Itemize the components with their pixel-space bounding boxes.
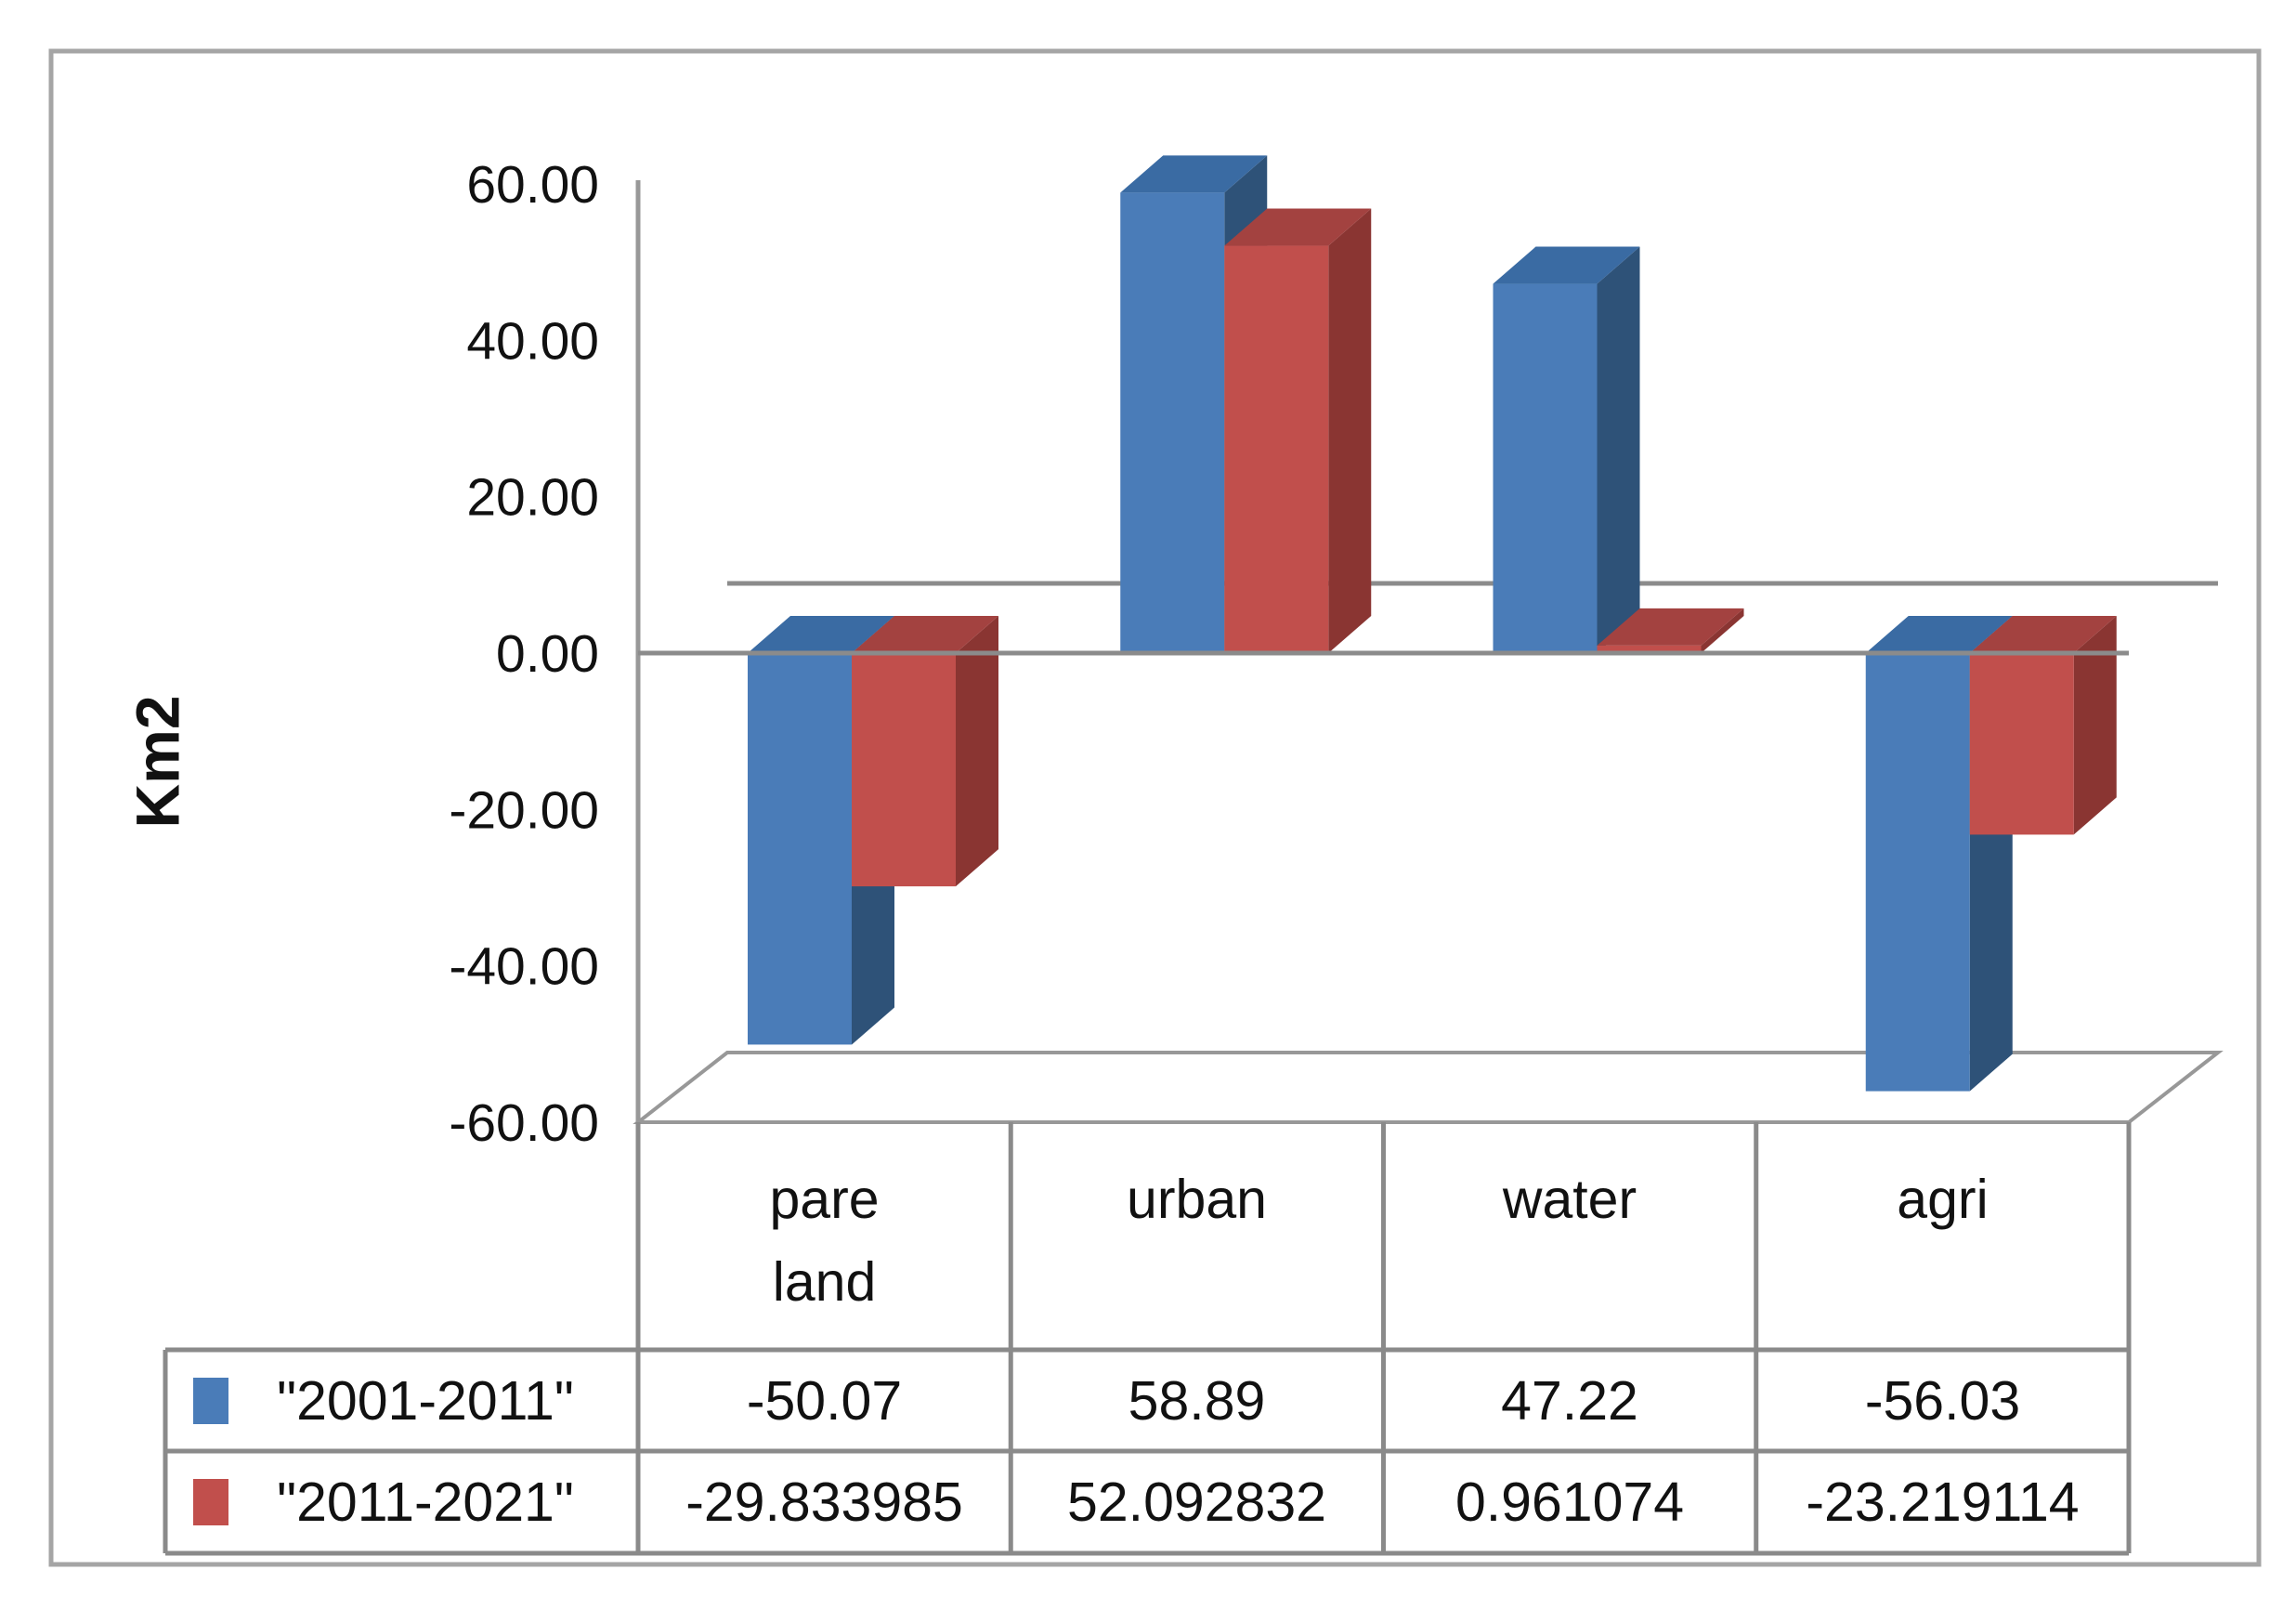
bar-2001-2011-water xyxy=(1493,283,1598,653)
table-value-2011-agri: -23.219114 xyxy=(1806,1472,2080,1533)
legend-swatch-blue xyxy=(193,1378,228,1424)
bar-side-2001-2011-water xyxy=(1597,246,1640,653)
category-label: agri xyxy=(1897,1169,1989,1230)
table-value-2001-agri: -56.03 xyxy=(1864,1370,2021,1432)
series-name: "2001-2011" xyxy=(277,1370,574,1432)
category-cell-pare-land: pare land xyxy=(638,1127,1011,1350)
table-value-2001-water: 47.22 xyxy=(1501,1370,1638,1432)
bar-top-2011-2021-urban xyxy=(1224,208,1372,246)
bar-top-2011-2021-water xyxy=(1597,608,1744,646)
y-tick-label: 0.00 xyxy=(496,624,599,684)
y-tick-label: -20.00 xyxy=(449,780,599,840)
category-cell-agri: agri xyxy=(1756,1127,2129,1350)
bar-2001-2011-pare-land xyxy=(748,653,852,1045)
y-tick-label: 40.00 xyxy=(466,311,599,371)
bar-side-2011-2021-pare-land xyxy=(956,616,998,887)
y-tick-label: -40.00 xyxy=(449,937,599,997)
table-value-2001-urban: 58.89 xyxy=(1128,1370,1266,1432)
bar-top-2001-2011-agri xyxy=(1865,616,2013,653)
bar-2001-2011-agri xyxy=(1865,653,1970,1092)
table-value-2001-pare-land: -50.07 xyxy=(746,1370,903,1432)
legend-row-2011-2021: "2011-2021" xyxy=(165,1451,635,1553)
bar-2001-2011-urban xyxy=(1120,192,1225,653)
bar-2011-2021-water xyxy=(1597,645,1702,653)
y-axis-title: Km2 xyxy=(124,695,192,829)
bar-top-2011-2021-pare-land xyxy=(852,616,998,653)
bar-top-2001-2011-pare-land xyxy=(748,616,894,653)
category-label: pare land xyxy=(769,1169,880,1313)
table-value-2011-pare-land: -29.833985 xyxy=(685,1472,963,1533)
bar-side-2011-2021-agri xyxy=(2073,616,2117,835)
bar-top-2001-2011-urban xyxy=(1120,155,1268,193)
category-label: urban xyxy=(1127,1169,1267,1230)
bar-top-2001-2011-water xyxy=(1493,246,1640,284)
series-name: "2011-2021" xyxy=(277,1472,574,1533)
bar-2011-2021-agri xyxy=(1969,653,2074,835)
category-cell-water: water xyxy=(1383,1127,1756,1350)
category-label: water xyxy=(1502,1169,1637,1230)
bar-side-2011-2021-urban xyxy=(1328,208,1372,653)
legend-row-2001-2011: "2001-2011" xyxy=(165,1350,635,1452)
chart-floor xyxy=(633,1051,2224,1125)
bar-top-2011-2021-agri xyxy=(1969,616,2117,653)
bar-side-2011-2021-water xyxy=(1701,608,1744,653)
bar-2011-2021-urban xyxy=(1224,245,1329,653)
table-value-2011-urban: 52.092832 xyxy=(1067,1472,1326,1533)
y-tick-label: 60.00 xyxy=(466,155,599,215)
legend-swatch-red xyxy=(193,1479,228,1525)
bar-2011-2021-pare-land xyxy=(852,653,956,887)
page-frame-border xyxy=(48,48,2262,1567)
y-tick-label: 20.00 xyxy=(466,468,599,528)
y-axis-title-box: Km2 xyxy=(56,641,260,883)
category-cell-urban: urban xyxy=(1011,1127,1383,1350)
table-value-2011-water: 0.961074 xyxy=(1455,1472,1685,1533)
y-tick-label: -60.00 xyxy=(449,1093,599,1153)
